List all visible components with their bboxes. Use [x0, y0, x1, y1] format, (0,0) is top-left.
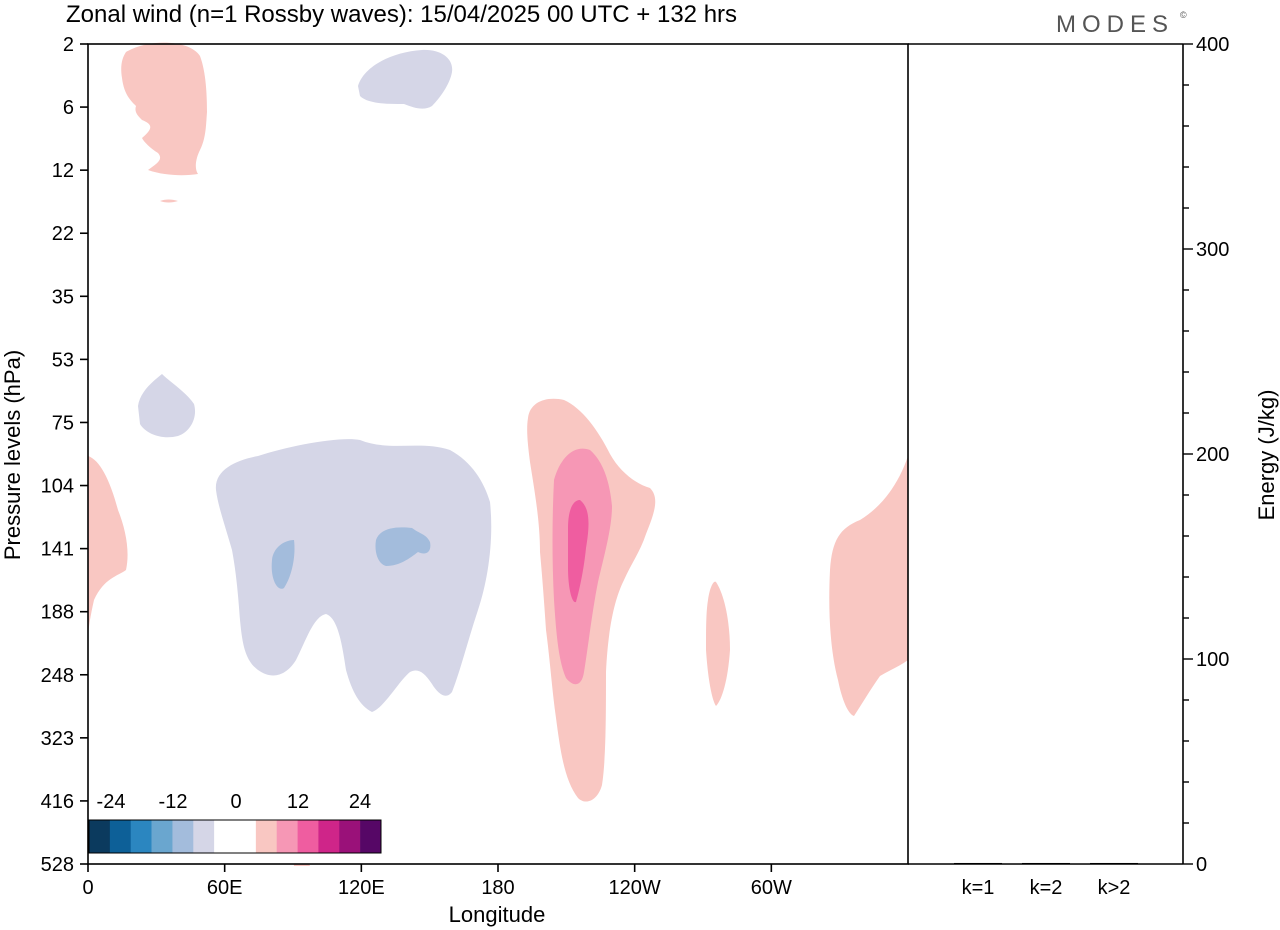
x-tick-label: 120E	[338, 877, 385, 899]
energy-tick-label: 400	[1196, 34, 1229, 56]
colorbar-label: 0	[230, 791, 241, 813]
longitude-axis: 0 60E 120E 180 120W 60W	[82, 864, 792, 899]
y-tick-label: 53	[52, 349, 74, 371]
y-tick-label: 6	[63, 97, 74, 119]
main-plot-frame	[87, 43, 909, 865]
y-tick-label: 22	[52, 223, 74, 245]
y-tick-label: 528	[41, 854, 74, 876]
y-tick-label: 141	[41, 539, 74, 561]
y-tick-label: 35	[52, 286, 74, 308]
contour-neg-core-1	[271, 540, 295, 589]
colorbar-swatch	[297, 820, 319, 853]
contour-pos-center-core	[568, 500, 589, 603]
contour-neg-small	[138, 374, 196, 438]
colorbar-swatch	[276, 820, 298, 853]
y-tick-label: 248	[41, 665, 74, 687]
colorbar-swatch	[235, 820, 257, 853]
colorbar-swatch	[109, 820, 132, 853]
logo-text: MODES	[1056, 11, 1174, 38]
chart-title: Zonal wind (n=1 Rossby waves): 15/04/202…	[66, 1, 737, 28]
x-tick-label: 180	[481, 877, 514, 899]
y-tick-label: 75	[52, 412, 74, 434]
y-tick-label: 323	[41, 728, 74, 750]
contour-pos-right-edge	[829, 456, 908, 716]
y-tick-label: 12	[52, 160, 74, 182]
colorbar-swatch	[172, 820, 194, 853]
pressure-axis: 2 6 12 22 35 53 75 104 141 188 248 323 416 528	[41, 34, 88, 876]
modes-logo: MODES ©	[1056, 10, 1187, 38]
x-tick-label: 120W	[609, 877, 661, 899]
colorbar-swatches	[89, 820, 382, 853]
colorbar-label: 12	[287, 791, 309, 813]
contour-fills	[88, 42, 908, 866]
y-tick-label: 104	[41, 476, 74, 498]
y-tick-label: 188	[41, 602, 74, 624]
contour-neg-core-2	[375, 527, 431, 566]
energy-bars: k=1 k=2 k>2	[954, 862, 1138, 899]
energy-category-label: k=2	[1030, 877, 1063, 899]
colorbar-swatch	[89, 820, 111, 853]
energy-bar	[954, 862, 1002, 864]
colorbar-swatch	[318, 820, 340, 853]
x-tick-label: 0	[82, 877, 93, 899]
colorbar-swatch	[360, 820, 382, 853]
contour-pos-small-dot	[160, 199, 178, 203]
y-tick-label: 2	[63, 34, 74, 56]
contour-pos-left-edge	[88, 456, 128, 640]
contour-neg-large	[215, 439, 492, 712]
colorbar-swatch	[130, 820, 152, 853]
energy-bar	[1022, 862, 1070, 864]
energy-tick-label: 0	[1196, 854, 1207, 876]
colorbar-border	[88, 819, 382, 854]
energy-tick-label: 200	[1196, 444, 1229, 466]
contour-neg-upper	[358, 49, 453, 109]
logo-mark: ©	[1180, 10, 1187, 20]
colorbar-swatch	[151, 820, 173, 853]
contour-pos-small-east	[706, 581, 730, 706]
energy-category-label: k=1	[962, 877, 995, 899]
colorbar-swatch	[214, 820, 236, 853]
colorbar-swatch	[255, 820, 278, 853]
energy-tick-label: 300	[1196, 239, 1229, 261]
y-tick-label: 416	[41, 791, 74, 813]
colorbar: -24 -12 0 12 24	[88, 788, 382, 864]
energy-category-label: k>2	[1098, 877, 1131, 899]
x-tick-label: 60E	[207, 877, 243, 899]
colorbar-label: -24	[97, 791, 126, 813]
x-axis-title: Longitude	[449, 902, 546, 927]
energy-bar	[1090, 862, 1138, 864]
energy-axis-title: Energy (J/kg)	[1254, 390, 1279, 521]
colorbar-label: -12	[159, 791, 188, 813]
colorbar-label: 24	[349, 791, 371, 813]
y-axis-title: Pressure levels (hPa)	[0, 350, 25, 560]
colorbar-swatch	[193, 820, 215, 853]
x-tick-label: 60W	[751, 877, 792, 899]
contour-pos-upper-left	[121, 42, 207, 176]
colorbar-swatch	[339, 820, 361, 853]
energy-axis: 0 100 200 300 400	[1183, 34, 1229, 876]
energy-tick-label: 100	[1196, 649, 1229, 671]
